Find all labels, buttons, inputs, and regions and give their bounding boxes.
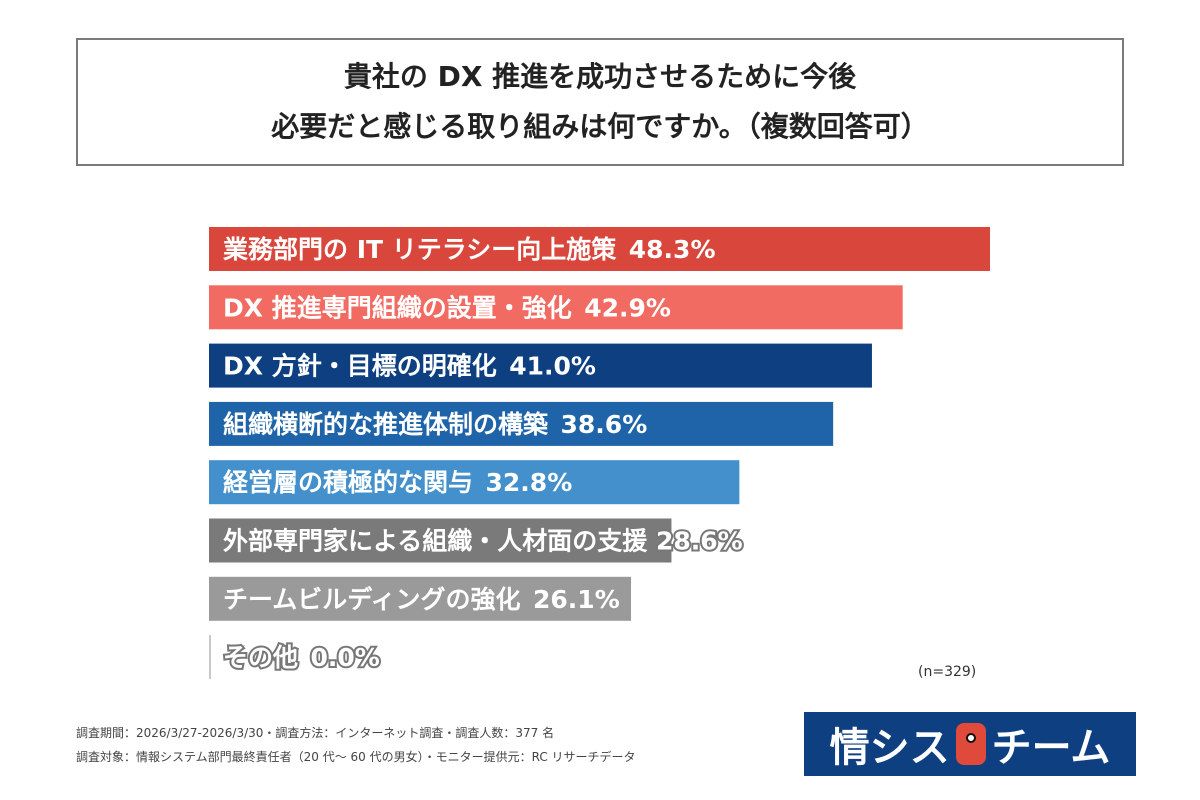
bar	[209, 518, 672, 563]
bar	[209, 635, 211, 680]
logo: 情シス チーム	[804, 712, 1136, 776]
bar-label: DX 方針・目標の明確化 41.0%	[223, 352, 596, 381]
bar	[209, 227, 990, 271]
category-label: 業務部門の IT リテラシー向上施策	[223, 235, 617, 264]
bar	[209, 285, 903, 330]
chart-title: 貴社の DX 推進を成功させるために今後 必要だと感じる取り組みは何ですか。（複…	[76, 38, 1124, 166]
category-label: 経営層の積極的な関与	[223, 468, 473, 497]
category-label: 外部専門家による組織・人材面の支援	[223, 527, 648, 556]
bar-label: 経営層の積極的な関与 32.8%	[223, 468, 572, 497]
value-label: 41.0%	[497, 352, 596, 381]
category-label: その他	[223, 643, 298, 672]
bar-label: 外部専門家による組織・人材面の支援 28.6%	[223, 527, 743, 556]
category-label: DX 推進専門組織の設置・強化	[223, 293, 572, 322]
category-label: 組織横断的な推進体制の構築	[223, 410, 549, 439]
bar-label: チームビルディングの強化 26.1%	[223, 585, 620, 614]
category-label: DX 方針・目標の明確化	[223, 352, 497, 381]
sample-size: (n=329)	[918, 664, 977, 680]
title-line-2: 必要だと感じる取り組みは何ですか。（複数回答可）	[271, 110, 929, 143]
logo-text-right: チーム	[991, 725, 1111, 771]
bar-label: その他 0.0%	[223, 643, 380, 672]
category-label: チームビルディングの強化	[223, 585, 521, 614]
value-label: 38.6%	[548, 410, 647, 439]
value-label: 48.3%	[616, 235, 715, 264]
logo-mascot-icon	[955, 723, 986, 765]
value-label: 32.8%	[473, 468, 572, 497]
value-label: 0.0%	[298, 643, 380, 672]
title-line-1: 貴社の DX 推進を成功させるために今後	[343, 60, 857, 93]
survey-period-note: 調査期間：2026/3/27-2026/3/30・調査方法：インターネット調査・…	[76, 726, 555, 740]
bar-label: 業務部門の IT リテラシー向上施策 48.3%	[223, 235, 716, 264]
logo-text-left: 情シス	[829, 725, 950, 771]
bar	[209, 343, 872, 388]
value-label: 42.9%	[572, 293, 671, 322]
value-label: 26.1%	[521, 585, 620, 614]
bar	[209, 576, 632, 621]
survey-target-note: 調査対象：情報システム部門最終責任者（20 代～ 60 代の男女）・モニター提供…	[76, 750, 636, 764]
value-label: 28.6%	[647, 527, 742, 556]
bar-label: DX 推進専門組織の設置・強化 42.9%	[223, 293, 671, 322]
bar	[209, 401, 834, 446]
bar-label: 組織横断的な推進体制の構築 38.6%	[223, 410, 647, 439]
bar	[209, 460, 740, 505]
